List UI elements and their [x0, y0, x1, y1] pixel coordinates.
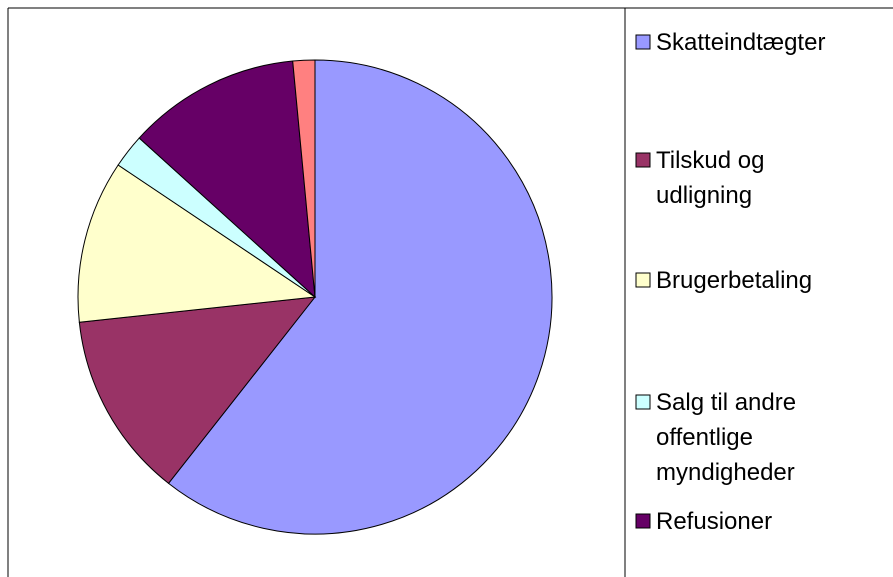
legend-label: Refusioner — [656, 508, 772, 535]
legend-swatch — [635, 272, 651, 288]
pie-slice — [78, 296, 317, 485]
legend-swatch — [635, 394, 651, 410]
legend-swatch — [635, 34, 651, 50]
legend-swatch — [635, 513, 651, 529]
pie-slice — [292, 59, 316, 298]
pie-slice — [167, 59, 553, 535]
legend-label: Skatteindtægter — [656, 29, 825, 56]
legend-label: Salg til andre offentlige myndigheder — [656, 389, 796, 486]
pie-slice — [138, 60, 316, 299]
legend-label: Tilskud og udligning — [656, 147, 765, 209]
legend-label: Brugerbetaling — [656, 267, 812, 294]
pie-slice — [77, 164, 317, 323]
legend-swatch — [635, 152, 651, 168]
